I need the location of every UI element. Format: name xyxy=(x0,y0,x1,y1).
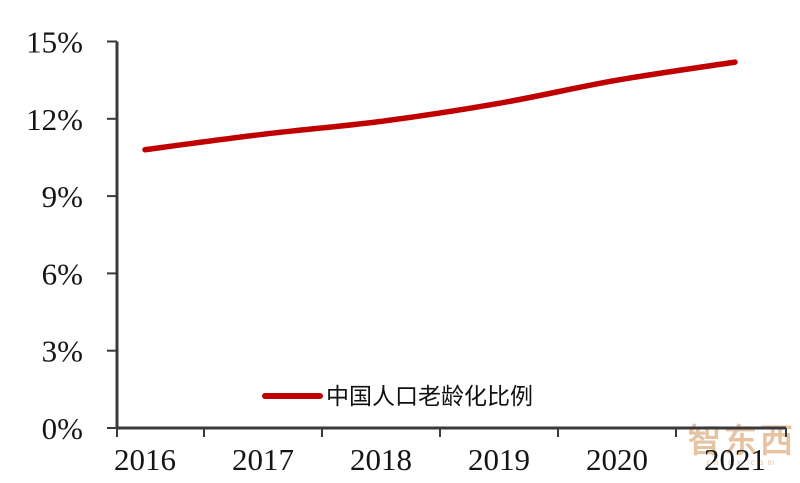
y-tick-label: 12% xyxy=(26,102,83,137)
y-tick-label: 9% xyxy=(42,179,83,214)
y-tick-label: 3% xyxy=(42,334,83,369)
x-axis-labels: 2016 2017 2018 2019 2020 2021 xyxy=(114,442,766,477)
series-line xyxy=(142,59,738,153)
x-tick-label: 2019 xyxy=(468,442,530,477)
y-axis-labels: 0% 3% 6% 9% 12% 15% xyxy=(26,25,83,447)
watermark-url: zhidx.com xyxy=(705,458,778,467)
y-axis-ticks xyxy=(107,40,117,429)
x-tick-label: 2021 xyxy=(704,442,766,477)
x-tick-label: 2017 xyxy=(232,442,294,477)
y-tick-label: 0% xyxy=(42,411,83,446)
y-axis: 0% 3% 6% 9% 12% 15% xyxy=(26,25,119,447)
x-axis-ticks xyxy=(116,428,787,437)
x-tick-label: 2018 xyxy=(350,442,412,477)
y-tick-label: 6% xyxy=(42,256,83,291)
legend: 中国人口老龄化比例 xyxy=(262,384,533,409)
legend-label: 中国人口老龄化比例 xyxy=(326,384,533,409)
x-tick-label: 2020 xyxy=(586,442,648,477)
x-axis: 2016 2017 2018 2019 2020 2021 xyxy=(114,426,787,477)
x-tick-label: 2016 xyxy=(114,442,176,477)
y-tick-label: 15% xyxy=(26,25,83,60)
